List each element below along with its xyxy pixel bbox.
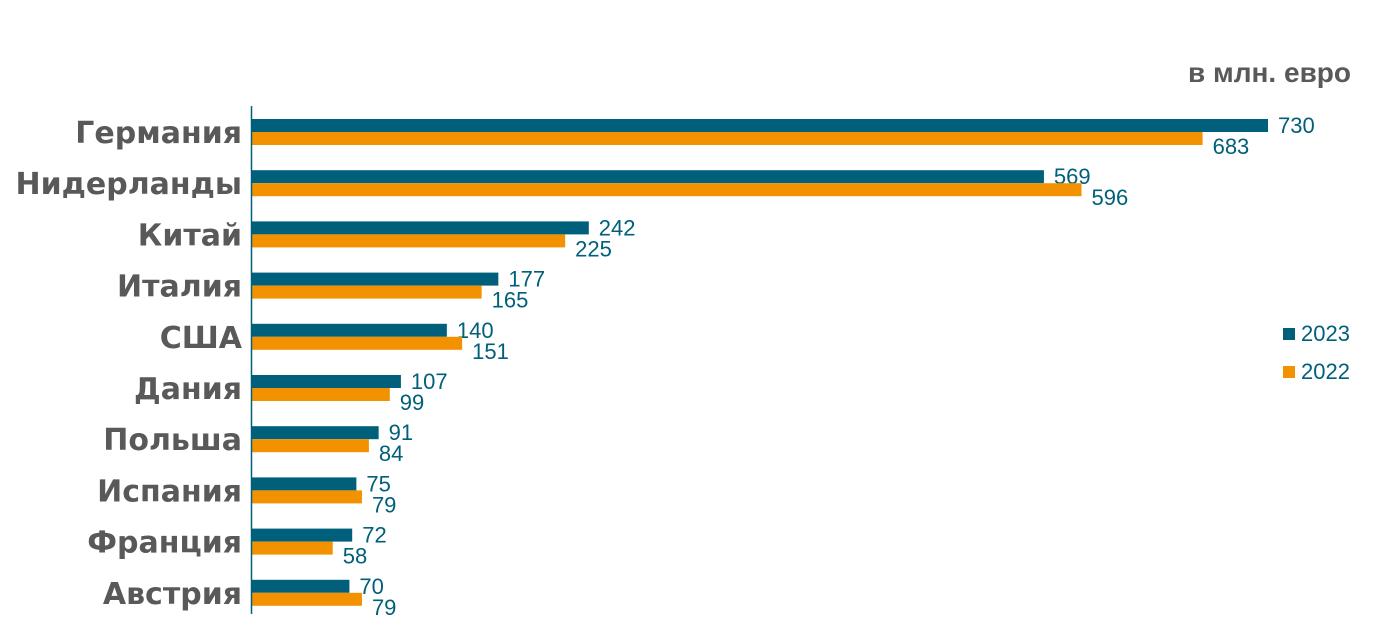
data-label-2023: 140 xyxy=(457,318,494,343)
data-label-2022: 151 xyxy=(472,339,509,364)
data-label-2022: 79 xyxy=(372,492,396,517)
bar-2022 xyxy=(252,388,390,401)
category-label: США xyxy=(160,321,243,356)
category-label: Китай xyxy=(138,218,242,253)
data-label-2022: 683 xyxy=(1213,134,1250,159)
data-label-2022: 165 xyxy=(492,288,529,313)
data-label-2023: 177 xyxy=(508,267,545,292)
bar-2022 xyxy=(252,132,1203,145)
legend-swatch-2022 xyxy=(1283,366,1295,378)
bar-2022 xyxy=(252,234,566,248)
data-label-2022: 225 xyxy=(575,236,612,261)
legend-label-2023: 2023 xyxy=(1301,321,1350,346)
bar-2022 xyxy=(252,183,1082,197)
unit-label: в млн. евро xyxy=(1188,57,1351,88)
data-label-2022: 79 xyxy=(372,595,396,620)
data-label-2022: 596 xyxy=(1092,185,1129,210)
bar-2022 xyxy=(252,336,463,350)
category-label: Испания xyxy=(97,474,242,509)
legend-swatch-2023 xyxy=(1283,328,1295,340)
bar-2022 xyxy=(252,592,362,606)
legend: 2023 2022 xyxy=(1283,321,1350,384)
data-label-2023: 72 xyxy=(362,523,386,548)
bar-2022 xyxy=(252,541,333,555)
category-label: Италия xyxy=(117,270,242,305)
data-label-2023: 107 xyxy=(411,369,448,394)
bar-2022 xyxy=(252,439,369,453)
data-label-2022: 84 xyxy=(379,441,403,466)
category-label: Нидерланды xyxy=(16,167,242,202)
data-label-2023: 75 xyxy=(366,471,390,496)
bar-2022 xyxy=(252,285,482,299)
data-label-2023: 730 xyxy=(1278,113,1315,138)
bar-2023 xyxy=(252,272,499,286)
category-label: Дания xyxy=(134,372,242,407)
bar-2023 xyxy=(252,323,447,337)
category-label: Германия xyxy=(75,116,242,151)
data-label-2023: 70 xyxy=(359,574,383,599)
data-label-2022: 58 xyxy=(343,544,367,569)
bar-2022 xyxy=(252,490,362,504)
bar-2023 xyxy=(252,119,1268,132)
bar-2023 xyxy=(252,579,350,593)
data-label-2022: 99 xyxy=(400,390,424,415)
category-label: Польша xyxy=(103,423,242,458)
bar-2023 xyxy=(252,477,357,491)
data-label-2023: 91 xyxy=(389,420,413,445)
category-label: Австрия xyxy=(103,577,242,612)
bar-2023 xyxy=(252,221,589,235)
data-label-2023: 242 xyxy=(599,215,636,240)
legend-label-2022: 2022 xyxy=(1301,359,1350,384)
bar-2023 xyxy=(252,528,353,542)
bar-2023 xyxy=(252,426,379,440)
category-label: Франция xyxy=(87,526,242,561)
bar-2023 xyxy=(252,170,1044,184)
bar-2023 xyxy=(252,375,401,388)
